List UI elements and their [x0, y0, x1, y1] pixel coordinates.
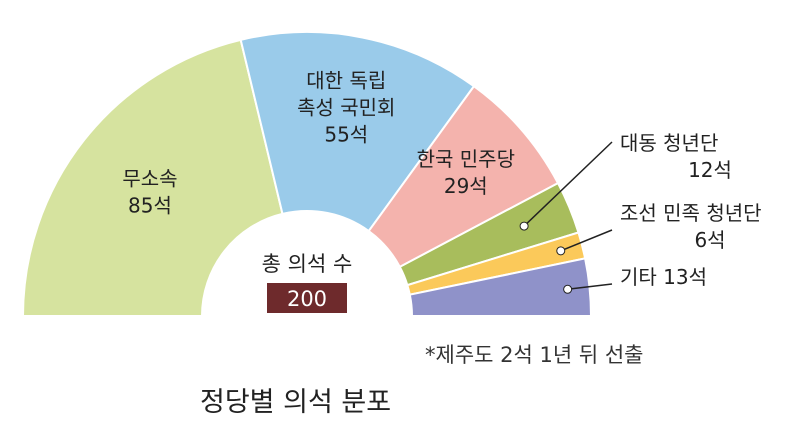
slice-label: 85석 [128, 194, 172, 218]
chart-slices [21, 31, 593, 317]
total-seats-value: 200 [287, 287, 327, 311]
footnote: *제주도 2석 1년 뒤 선출 [425, 343, 643, 367]
slice-label: 12석 [688, 158, 732, 182]
pie-slice [239, 31, 476, 233]
slice-label: 촉성 국민회 [297, 96, 395, 120]
slice-label: 무소속 [122, 167, 177, 191]
label-connector-dot [563, 284, 573, 294]
pie-slice [21, 38, 284, 317]
slice-label: 6석 [694, 228, 725, 252]
pie-slice [408, 257, 593, 317]
slice-label: 대동 청년단 [620, 131, 718, 155]
total-seats-label: 총 의석 수 [262, 252, 353, 276]
chart-connectors [519, 141, 613, 294]
slice-label: 한국 민주당 [417, 147, 515, 171]
chart-title: 정당별 의석 분포 [200, 387, 391, 418]
slice-label: 55석 [324, 123, 368, 147]
slice-label: 기타 13석 [620, 265, 707, 289]
slice-label: 29석 [444, 174, 488, 198]
label-connector [560, 229, 613, 252]
slice-label: 조선 민족 청년단 [620, 201, 762, 225]
total-seats-box [267, 283, 347, 313]
label-connector [523, 141, 613, 227]
label-connector-dot [556, 246, 566, 256]
label-connector [567, 283, 613, 291]
label-connector-dot [519, 221, 529, 231]
slice-label: 대한 독립 [306, 69, 386, 93]
